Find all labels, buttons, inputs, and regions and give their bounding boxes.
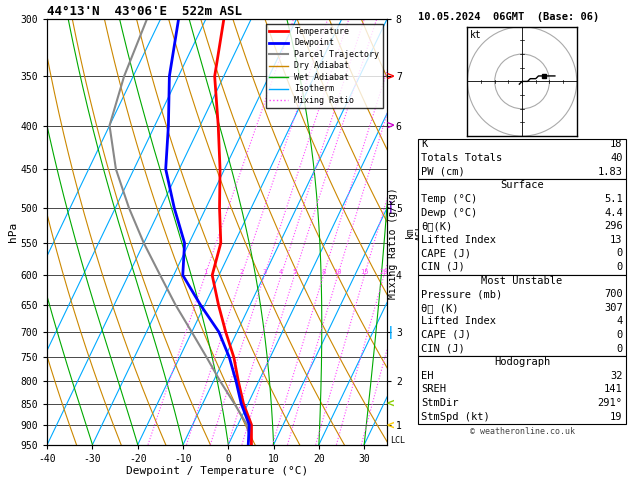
Text: EH: EH xyxy=(421,371,434,381)
Text: Mixing Ratio (g/kg): Mixing Ratio (g/kg) xyxy=(388,187,398,299)
Text: 44°13'N  43°06'E  522m ASL: 44°13'N 43°06'E 522m ASL xyxy=(47,5,242,18)
Text: StmSpd (kt): StmSpd (kt) xyxy=(421,412,490,422)
Text: PW (cm): PW (cm) xyxy=(421,167,465,177)
Text: Hodograph: Hodograph xyxy=(494,357,550,367)
Text: θᴇ (K): θᴇ (K) xyxy=(421,303,459,313)
Text: 1.83: 1.83 xyxy=(598,167,623,177)
Text: Temp (°C): Temp (°C) xyxy=(421,194,477,204)
Text: SREH: SREH xyxy=(421,384,447,395)
Text: |: | xyxy=(387,201,394,214)
Text: 40: 40 xyxy=(610,153,623,163)
Text: 0: 0 xyxy=(616,330,623,340)
Text: 296: 296 xyxy=(604,221,623,231)
Text: 141: 141 xyxy=(604,384,623,395)
Text: <: < xyxy=(387,418,394,431)
Text: LCL: LCL xyxy=(390,435,405,445)
Text: 291°: 291° xyxy=(598,398,623,408)
Text: CIN (J): CIN (J) xyxy=(421,262,465,272)
Text: 4.4: 4.4 xyxy=(604,208,623,218)
Text: 0: 0 xyxy=(616,344,623,354)
Text: 1: 1 xyxy=(203,269,208,275)
Y-axis label: hPa: hPa xyxy=(8,222,18,242)
Text: 15: 15 xyxy=(360,269,369,275)
Text: Surface: Surface xyxy=(500,180,544,191)
Text: 0: 0 xyxy=(616,248,623,259)
Text: 10: 10 xyxy=(333,269,342,275)
Text: 0: 0 xyxy=(616,262,623,272)
Text: Pressure (mb): Pressure (mb) xyxy=(421,289,503,299)
Text: 5: 5 xyxy=(292,269,297,275)
Text: 32: 32 xyxy=(610,371,623,381)
Text: 3: 3 xyxy=(262,269,267,275)
Text: CAPE (J): CAPE (J) xyxy=(421,330,471,340)
Text: kt: kt xyxy=(470,30,481,40)
X-axis label: Dewpoint / Temperature (°C): Dewpoint / Temperature (°C) xyxy=(126,467,308,476)
Text: 13: 13 xyxy=(610,235,623,245)
Text: <: < xyxy=(387,397,394,410)
Y-axis label: km
ASL: km ASL xyxy=(404,223,426,241)
Text: CIN (J): CIN (J) xyxy=(421,344,465,354)
Text: 5.1: 5.1 xyxy=(604,194,623,204)
Text: StmDir: StmDir xyxy=(421,398,459,408)
Text: |: | xyxy=(387,326,394,339)
Text: 10.05.2024  06GMT  (Base: 06): 10.05.2024 06GMT (Base: 06) xyxy=(418,12,599,22)
Text: © weatheronline.co.uk: © weatheronline.co.uk xyxy=(470,427,574,436)
Text: CAPE (J): CAPE (J) xyxy=(421,248,471,259)
Text: 19: 19 xyxy=(610,412,623,422)
Text: Dewp (°C): Dewp (°C) xyxy=(421,208,477,218)
Text: Lifted Index: Lifted Index xyxy=(421,235,496,245)
Text: >: > xyxy=(387,70,394,83)
Text: Lifted Index: Lifted Index xyxy=(421,316,496,327)
Text: 8: 8 xyxy=(321,269,326,275)
Text: 4: 4 xyxy=(616,316,623,327)
Text: θᴇ(K): θᴇ(K) xyxy=(421,221,453,231)
Text: >: > xyxy=(387,119,394,132)
Text: 4: 4 xyxy=(279,269,283,275)
Text: 2: 2 xyxy=(240,269,244,275)
Legend: Temperature, Dewpoint, Parcel Trajectory, Dry Adiabat, Wet Adiabat, Isotherm, Mi: Temperature, Dewpoint, Parcel Trajectory… xyxy=(266,24,382,108)
Text: 307: 307 xyxy=(604,303,623,313)
Text: 20: 20 xyxy=(380,269,388,275)
Text: 18: 18 xyxy=(610,139,623,150)
Text: 700: 700 xyxy=(604,289,623,299)
Text: Totals Totals: Totals Totals xyxy=(421,153,503,163)
Text: K: K xyxy=(421,139,428,150)
Text: Most Unstable: Most Unstable xyxy=(481,276,563,286)
